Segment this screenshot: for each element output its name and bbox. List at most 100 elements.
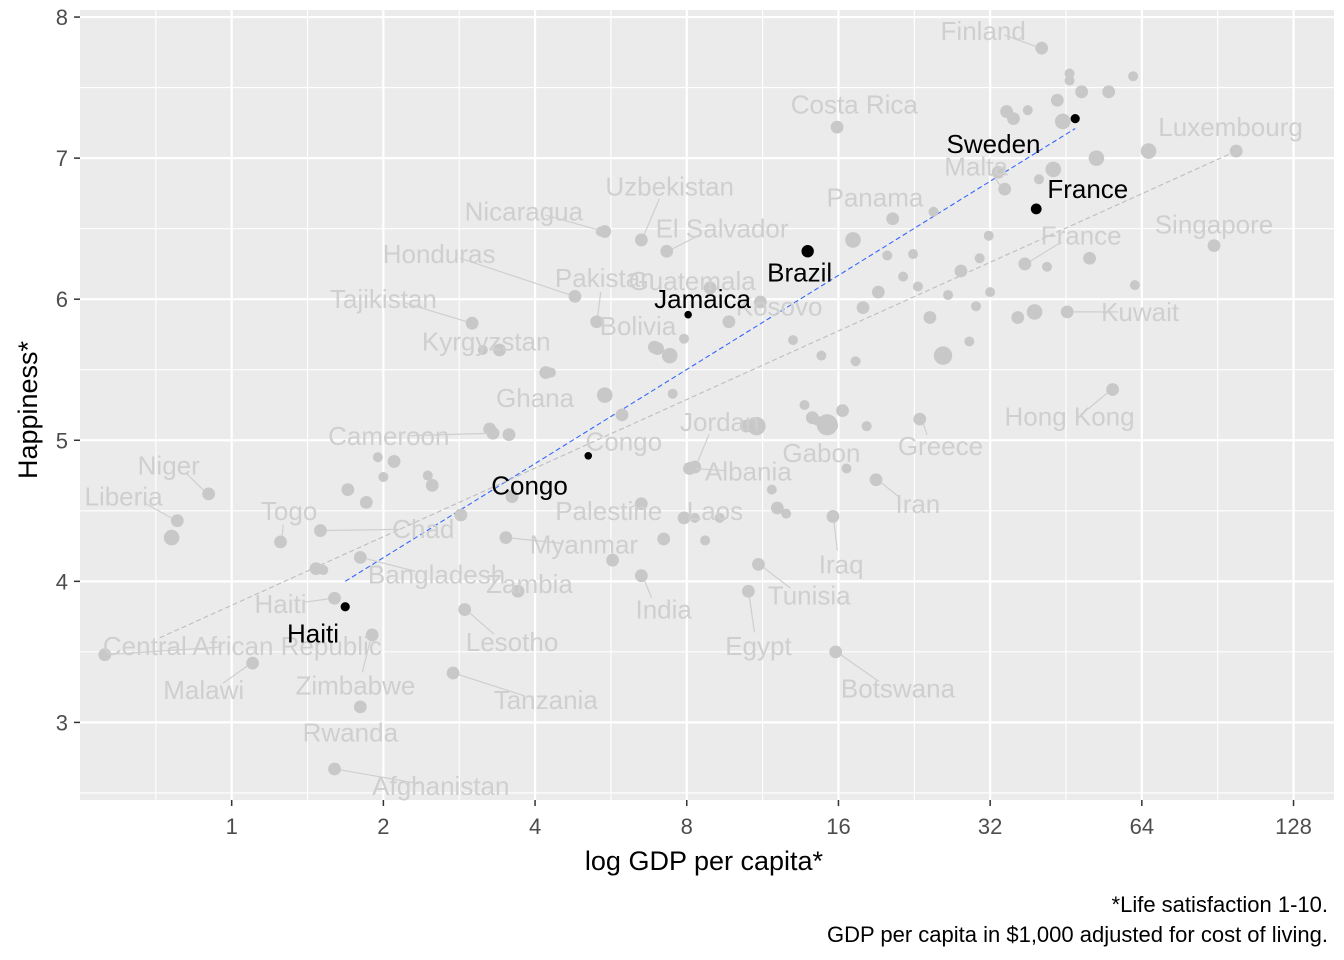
- country-point-bangladesh: [353, 550, 367, 564]
- country-point-afghanistan: [328, 762, 341, 776]
- country-label-ghana: Ghana: [496, 383, 575, 413]
- country-point-cameroon: [486, 426, 500, 440]
- label-leader-line: [629, 504, 636, 509]
- country-point: [1055, 113, 1071, 130]
- country-point: [667, 388, 678, 399]
- country-point: [700, 535, 711, 546]
- country-point-central-african-republic: [98, 648, 112, 662]
- country-point: [1140, 143, 1157, 159]
- country-point: [1083, 251, 1096, 265]
- country-point-malawi: [246, 656, 259, 670]
- country-point: [502, 428, 516, 442]
- label-leader-line: [469, 612, 495, 635]
- country-point-france: [1018, 257, 1032, 271]
- country-point-kuwait: [1060, 305, 1074, 319]
- country-point: [505, 490, 519, 504]
- country-label-haiti: Haiti: [255, 589, 307, 619]
- x-tick-label: 32: [978, 814, 1002, 839]
- country-point-hong-kong: [1106, 383, 1120, 396]
- country-point: [341, 483, 355, 497]
- country-label-albania: Albania: [705, 456, 792, 486]
- highlight-point-jamaica: [684, 310, 692, 319]
- country-point: [974, 253, 985, 264]
- country-point: [1007, 112, 1020, 126]
- label-leader-line: [302, 598, 329, 604]
- country-point: [747, 416, 766, 436]
- country-point: [661, 347, 678, 364]
- country-label-costa-rica: Costa Rica: [791, 90, 919, 120]
- y-tick-label: 8: [56, 5, 68, 30]
- label-leader-line: [763, 567, 791, 589]
- x-axis-title: log GDP per capita*: [585, 846, 824, 876]
- label-leader-line: [222, 665, 248, 684]
- country-point-malta: [998, 182, 1012, 196]
- label-leader-line: [597, 291, 602, 316]
- country-label-myanmar: Myanmar: [530, 530, 639, 560]
- country-point-chad: [314, 524, 327, 537]
- caption-line-1: *Life satisfaction 1-10.: [1112, 892, 1328, 917]
- label-leader-line: [1004, 34, 1037, 47]
- country-label-tanzania: Tanzania: [494, 685, 599, 715]
- country-point: [1075, 85, 1089, 99]
- highlight-label-haiti: Haiti: [287, 619, 339, 649]
- label-leader-line: [1087, 392, 1108, 410]
- country-point: [606, 553, 619, 567]
- highlight-label-france: France: [1047, 174, 1128, 204]
- country-point-congo: [615, 408, 629, 422]
- country-point-uzbekistan: [634, 233, 648, 247]
- country-point-ghana: [539, 366, 553, 379]
- country-point: [359, 495, 373, 509]
- label-leader-line: [545, 214, 600, 231]
- country-point: [657, 532, 671, 546]
- country-point: [985, 287, 996, 298]
- country-point-gabon: [825, 419, 838, 433]
- label-leader-line: [992, 174, 1001, 186]
- country-point-iran: [869, 473, 883, 487]
- country-point-kosovo: [754, 295, 767, 309]
- country-point: [964, 336, 975, 347]
- country-point-zambia: [511, 584, 525, 598]
- country-point: [1102, 85, 1116, 99]
- country-point: [991, 165, 1005, 179]
- country-point-bolivia: [651, 342, 664, 355]
- country-label-nicaragua: Nicaragua: [465, 197, 584, 227]
- background-labels: Finland Costa Rica Luxembourg Malta Panama Uz…: [84, 16, 1302, 801]
- country-label-greece: Greece: [898, 431, 983, 461]
- country-label-guatemala: Guatemala: [629, 266, 757, 296]
- country-point-tanzania: [446, 666, 460, 680]
- y-tick-label: 4: [56, 569, 68, 594]
- country-point-tajikistan: [465, 316, 479, 330]
- country-label-luxembourg: Luxembourg: [1158, 112, 1303, 142]
- country-point: [1026, 304, 1043, 320]
- country-point-laos: [677, 511, 691, 525]
- country-point: [1045, 161, 1062, 178]
- country-point: [722, 315, 736, 329]
- country-point: [679, 333, 690, 344]
- country-point-lesotho: [458, 603, 472, 616]
- country-label-bangladesh: Bangladesh: [368, 559, 505, 589]
- country-point: [799, 400, 810, 410]
- highlight-point-haiti: [340, 602, 350, 612]
- country-point-kyrgyzstan: [493, 343, 506, 357]
- label-leader-line: [511, 537, 563, 544]
- country-label-iraq: Iraq: [819, 549, 864, 579]
- country-point: [163, 529, 180, 546]
- country-label-kuwait: Kuwait: [1101, 297, 1180, 327]
- country-point: [714, 512, 725, 523]
- country-label-singapore: Singapore: [1155, 209, 1274, 239]
- label-leader-line: [459, 257, 570, 296]
- highlight-point-brazil: [801, 245, 814, 258]
- country-point: [387, 455, 401, 468]
- highlight-label-sweden: Sweden: [947, 129, 1041, 159]
- country-point: [372, 452, 383, 463]
- country-point-botswana: [829, 645, 843, 659]
- country-label-kosovo: Kosovo: [736, 291, 823, 321]
- country-point: [836, 404, 849, 418]
- country-label-bolivia: Bolivia: [600, 311, 677, 341]
- country-point: [1050, 93, 1064, 107]
- country-point-luxembourg: [1229, 144, 1243, 158]
- country-point-niger: [202, 487, 216, 501]
- country-point-finland: [1035, 41, 1049, 55]
- country-label-zimbabwe: Zimbabwe: [295, 671, 415, 701]
